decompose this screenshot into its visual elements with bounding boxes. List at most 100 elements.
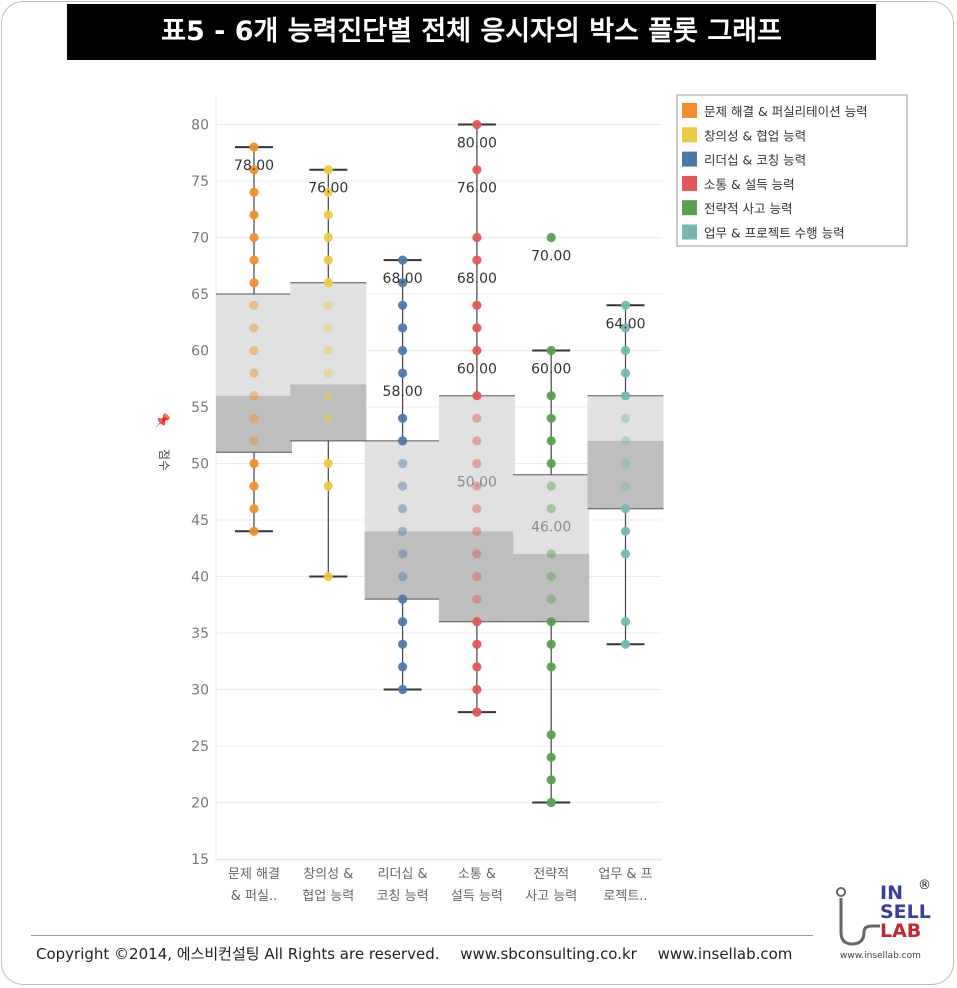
box-upper <box>364 440 441 532</box>
legend-swatch <box>682 103 697 118</box>
y-tick-label: 40 <box>191 570 209 586</box>
data-point <box>323 368 333 378</box>
data-point <box>249 368 259 378</box>
y-tick-label: 15 <box>191 852 209 868</box>
box-upper <box>216 294 292 396</box>
insellab-link[interactable]: www.insellab.com <box>657 945 793 963</box>
data-point <box>398 323 408 333</box>
data-point <box>472 504 482 514</box>
box-lower <box>587 440 664 509</box>
value-label: 78.00 <box>234 158 274 174</box>
data-point <box>249 413 259 423</box>
value-label: 80.00 <box>457 136 497 152</box>
data-point <box>249 481 259 491</box>
value-label: 70.00 <box>531 249 571 265</box>
x-tick-label: 창의성 & <box>303 867 353 882</box>
x-tick-label: & 퍼실.. <box>231 889 277 904</box>
data-point <box>398 571 408 582</box>
data-point <box>323 413 333 423</box>
data-point <box>323 391 333 401</box>
y-tick-label: 55 <box>191 400 209 416</box>
legend-swatch <box>682 127 697 143</box>
data-point <box>398 300 408 310</box>
y-tick-label: 80 <box>191 118 209 134</box>
sbconsulting-link[interactable]: www.sbconsulting.co.kr <box>460 945 637 963</box>
legend-label: 업무 & 프로젝트 수행 능력 <box>704 226 845 241</box>
data-point <box>249 187 259 197</box>
box-upper <box>438 395 515 532</box>
data-point <box>323 255 333 265</box>
box-lower <box>216 395 292 453</box>
box-upper <box>290 282 367 385</box>
x-tick-label: 코칭 능력 <box>377 889 429 904</box>
data-point <box>323 165 333 175</box>
data-point <box>398 639 408 649</box>
data-point <box>472 323 482 333</box>
data-point <box>249 278 259 288</box>
x-tick-label: 업무 & 프 <box>598 867 652 882</box>
data-point <box>546 639 556 649</box>
data-point <box>620 345 631 356</box>
data-point <box>249 391 259 401</box>
value-label: 64.00 <box>605 316 645 332</box>
data-point <box>620 549 631 559</box>
y-tick-label: 60 <box>191 344 209 360</box>
data-point <box>249 323 259 333</box>
data-point <box>546 594 556 604</box>
data-point <box>323 481 333 491</box>
data-point <box>323 232 333 243</box>
data-point <box>323 300 333 310</box>
data-point <box>398 684 408 695</box>
data-point <box>546 775 556 785</box>
data-point <box>546 504 556 514</box>
data-point <box>398 662 408 672</box>
data-point <box>398 504 408 514</box>
value-label: 76.00 <box>308 181 348 197</box>
y-tick-label: 25 <box>191 739 209 755</box>
y-tick-label: 70 <box>191 231 209 247</box>
data-point <box>620 368 631 378</box>
data-point <box>398 368 408 378</box>
data-point <box>472 119 482 130</box>
data-point <box>323 278 333 288</box>
footer-divider <box>31 935 813 936</box>
data-point <box>249 458 259 469</box>
data-point <box>323 187 333 197</box>
y-axis-label: 점수 <box>157 449 171 471</box>
data-point <box>249 436 259 446</box>
data-point <box>398 345 408 356</box>
box-lower <box>290 384 367 441</box>
data-point <box>620 413 631 423</box>
data-point <box>620 300 631 310</box>
y-tick-label: 65 <box>191 287 209 303</box>
data-point <box>472 571 482 582</box>
data-point <box>249 526 259 536</box>
data-point <box>472 662 482 672</box>
data-point <box>249 142 259 152</box>
data-point <box>323 571 333 582</box>
legend-box <box>676 94 908 247</box>
data-point <box>472 526 482 536</box>
data-point <box>620 323 631 333</box>
y-tick-label: 45 <box>191 513 209 529</box>
legend-label: 전략적 사고 능력 <box>704 201 792 216</box>
footer: Copyright ©2014, 에스비컨설팅 All Rights are r… <box>36 943 808 964</box>
logo-url: www.insellab.com <box>840 951 921 961</box>
data-point <box>472 458 482 469</box>
x-tick-label: 협업 능력 <box>302 889 354 904</box>
data-point <box>546 752 556 762</box>
value-label: 68.00 <box>457 271 497 287</box>
data-point <box>620 458 631 469</box>
value-label: 46.00 <box>531 520 571 536</box>
data-point <box>249 345 259 356</box>
x-tick-label: 전략적 <box>533 867 569 882</box>
legend-swatch <box>682 224 697 240</box>
box-lower <box>364 531 441 600</box>
data-point <box>398 278 408 288</box>
value-label: 68.00 <box>383 271 423 287</box>
data-point <box>398 458 408 469</box>
data-point <box>472 594 482 604</box>
data-point <box>546 458 556 469</box>
data-point <box>620 391 631 401</box>
data-point <box>472 165 482 175</box>
